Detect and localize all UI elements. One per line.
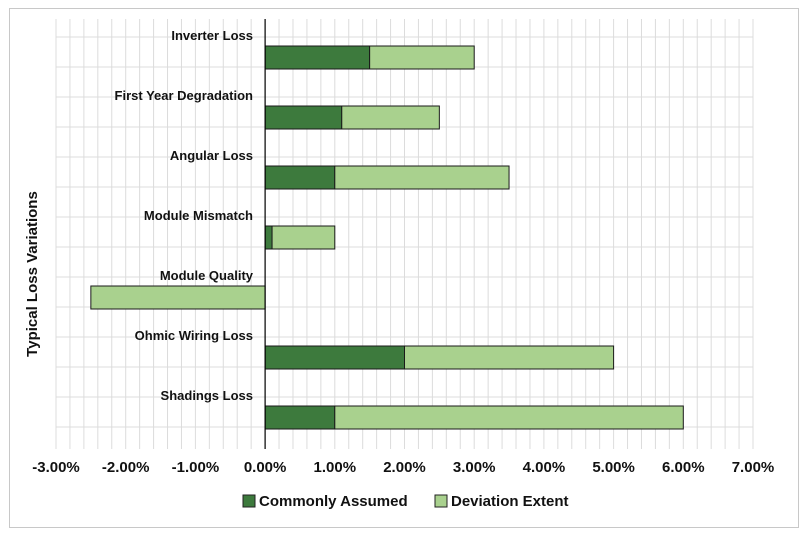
bar-segment-commonly-assumed [264,225,273,250]
legend-label-commonly-assumed: Commonly Assumed [259,493,408,510]
category-label: Shadings Loss [161,388,253,403]
x-tick-label: 1.00% [314,459,357,476]
bar-segment-commonly-assumed [264,165,336,190]
category-labels: Inverter Loss First Year Degradation Angul… [115,28,254,403]
category-label: Module Quality [160,268,254,283]
x-tick-label: 7.00% [732,459,775,476]
x-tick-label: 3.00% [453,459,496,476]
x-tick-label: 0.00% [244,459,287,476]
chart-frame: Inverter Loss First Year Degradation Angul… [9,8,799,528]
x-tick-label: 2.00% [383,459,426,476]
bar-segment-deviation-extent [334,165,510,190]
bar-segment-deviation-extent [271,225,336,250]
bar-segment-commonly-assumed [264,105,343,130]
legend-swatch-deviation-extent [434,494,448,508]
bar-segment-commonly-assumed [264,345,405,370]
category-label: First Year Degradation [115,88,254,103]
bar-segment-deviation-extent [90,285,266,310]
x-tick-label: -3.00% [32,459,80,476]
x-tick-label: 4.00% [523,459,566,476]
bar-segment-commonly-assumed [264,405,336,430]
x-tick-label: -1.00% [172,459,220,476]
gridlines [55,19,754,449]
legend-label-deviation-extent: Deviation Extent [451,493,569,510]
category-label: Inverter Loss [171,28,253,43]
category-label: Module Mismatch [144,208,253,223]
category-label: Angular Loss [170,148,253,163]
category-label: Ohmic Wiring Loss [135,328,253,343]
legend: Commonly Assumed Deviation Extent [242,493,569,510]
bars [90,45,684,430]
x-tick-labels: -3.00% -2.00% -1.00% 0.00% 1.00% 2.00% 3.00% 4.… [32,459,774,476]
y-axis-title: Typical Loss Variations [24,191,41,357]
bar-segment-deviation-extent [404,345,615,370]
x-tick-label: 6.00% [662,459,705,476]
x-tick-label: -2.00% [102,459,150,476]
legend-swatch-commonly-assumed [242,494,256,508]
bar-segment-commonly-assumed [264,45,371,70]
bar-segment-deviation-extent [341,105,440,130]
bar-segment-deviation-extent [369,45,475,70]
bar-chart: Inverter Loss First Year Degradation Angul… [24,19,774,510]
x-tick-label: 5.00% [592,459,635,476]
bar-segment-deviation-extent [334,405,684,430]
